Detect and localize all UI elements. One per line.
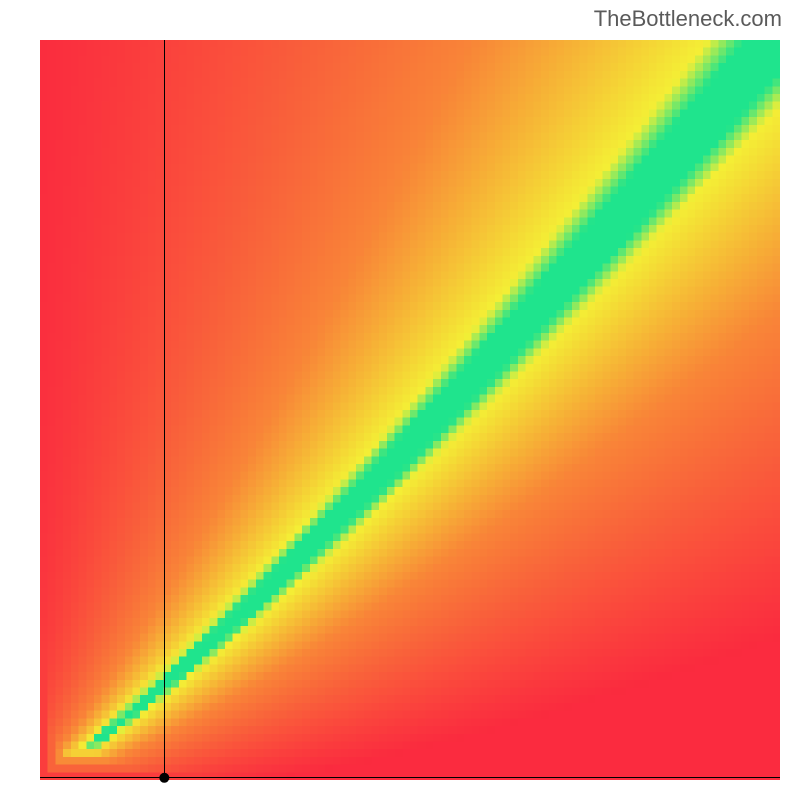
crosshair-vertical — [164, 40, 165, 780]
crosshair-horizontal — [40, 777, 780, 778]
chart-container: TheBottleneck.com — [0, 0, 800, 800]
bottleneck-heatmap — [40, 40, 780, 780]
watermark-text: TheBottleneck.com — [594, 6, 782, 32]
